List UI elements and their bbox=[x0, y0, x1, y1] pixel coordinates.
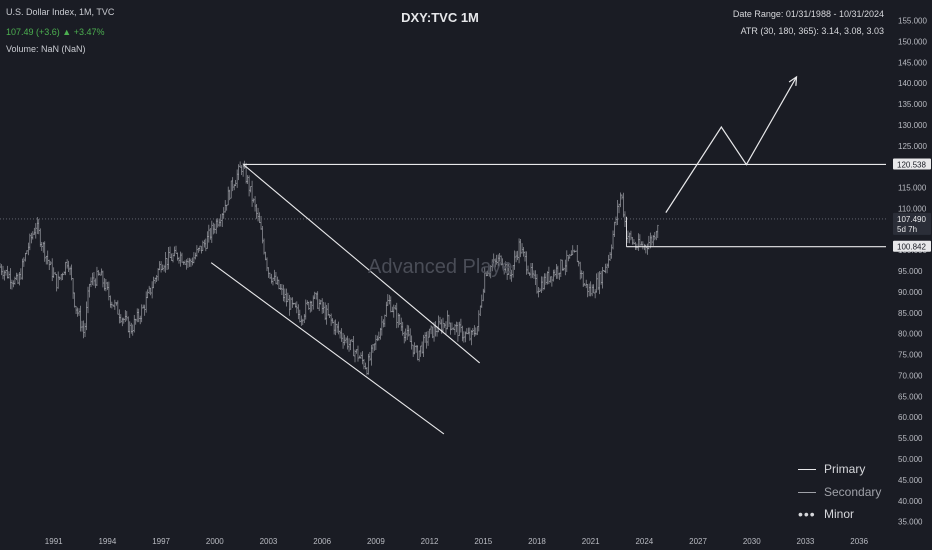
price-series bbox=[0, 160, 659, 376]
projection-path bbox=[665, 76, 798, 213]
legend-primary: Primary bbox=[798, 462, 865, 476]
atr-label: ATR (30, 180, 365): 3.14, 3.08, 3.03 bbox=[740, 26, 884, 36]
y-tick-label: 155.000 bbox=[898, 17, 927, 26]
last-price-label-sub: 5d 7h bbox=[897, 225, 917, 234]
x-tick-label: 2036 bbox=[850, 537, 868, 546]
price-change-label: 107.49 (+3.6) ▲ +3.47% bbox=[6, 27, 105, 37]
x-tick-label: 2027 bbox=[689, 537, 707, 546]
price-axis[interactable]: 155.000 150.000 145.000 140.000 135.000 130.0… bbox=[893, 17, 931, 527]
y-tick-label: 135.000 bbox=[898, 100, 927, 109]
chart-title: DXY:TVC 1M bbox=[401, 10, 479, 25]
last-price-label-bg bbox=[893, 212, 931, 235]
primary-line-icon bbox=[798, 468, 816, 470]
y-tick-label: 40.000 bbox=[898, 497, 923, 506]
support-price-label-text: 100.842 bbox=[897, 243, 926, 252]
resistance-price-label-bg bbox=[893, 158, 931, 170]
y-tick-label: 75.000 bbox=[898, 351, 923, 360]
legend-secondary: Secondary bbox=[798, 485, 881, 499]
y-tick-label: 140.000 bbox=[898, 79, 927, 88]
last-price-label-text: 107.490 bbox=[897, 215, 926, 224]
y-tick-label: 125.000 bbox=[898, 142, 927, 151]
y-tick-label: 115.000 bbox=[898, 184, 927, 193]
dotted-line-icon: ••• bbox=[798, 506, 816, 522]
secondary-line-icon bbox=[798, 491, 816, 493]
y-tick-label: 80.000 bbox=[898, 330, 923, 339]
x-tick-label: 2003 bbox=[260, 537, 278, 546]
date-range-label: Date Range: 01/31/1988 - 10/31/2024 bbox=[732, 9, 884, 19]
support-price-label: 100.842 bbox=[893, 240, 931, 252]
legend-minor: ••• Minor bbox=[798, 507, 854, 521]
channel-lower-line bbox=[210, 262, 445, 435]
x-tick-label: 2024 bbox=[635, 537, 653, 546]
support-price-label-bg bbox=[893, 240, 931, 252]
x-tick-label: 2015 bbox=[474, 537, 492, 546]
x-tick-label: 1997 bbox=[152, 537, 170, 546]
x-tick-label: 2033 bbox=[797, 537, 815, 546]
legend-primary-label: Primary bbox=[824, 462, 866, 476]
y-tick-label: 130.000 bbox=[898, 121, 927, 130]
x-tick-label: 2012 bbox=[421, 537, 439, 546]
resistance-price-label: 120.538 bbox=[893, 158, 931, 170]
x-tick-label: 2006 bbox=[313, 537, 331, 546]
instrument-label: U.S. Dollar Index, 1M, TVC bbox=[6, 7, 115, 17]
y-tick-label: 95.000 bbox=[898, 267, 923, 276]
x-tick-label: 2030 bbox=[743, 537, 761, 546]
y-tick-label: 45.000 bbox=[898, 476, 923, 485]
volume-label: Volume: NaN (NaN) bbox=[6, 44, 86, 54]
projection-arrowhead bbox=[788, 75, 798, 86]
x-tick-label: 2018 bbox=[528, 537, 546, 546]
y-tick-label: 55.000 bbox=[898, 434, 923, 443]
y-tick-label: 70.000 bbox=[898, 371, 923, 380]
y-tick-label: 50.000 bbox=[898, 455, 923, 464]
watermark-text: Advanced Playe bbox=[368, 256, 513, 278]
legend-minor-label: Minor bbox=[824, 507, 855, 521]
resistance-price-label-text: 120.538 bbox=[897, 160, 926, 169]
y-tick-label: 145.000 bbox=[898, 58, 927, 67]
y-tick-label: 110.000 bbox=[898, 204, 927, 213]
channel-upper-line bbox=[243, 164, 481, 364]
y-tick-label: 65.000 bbox=[898, 392, 923, 401]
x-tick-label: 1994 bbox=[98, 537, 116, 546]
x-tick-label: 1991 bbox=[45, 537, 63, 546]
legend-secondary-label: Secondary bbox=[824, 485, 882, 499]
x-tick-label: 2021 bbox=[582, 537, 600, 546]
y-tick-label: 35.000 bbox=[898, 518, 923, 527]
time-axis[interactable]: 1991 1994 1997 2000 2003 2006 2009 2012 2015 2018… bbox=[45, 537, 869, 546]
y-tick-label: 85.000 bbox=[898, 309, 923, 318]
y-tick-label: 150.000 bbox=[898, 37, 927, 46]
drawings bbox=[0, 75, 886, 435]
x-tick-label: 2000 bbox=[206, 537, 224, 546]
y-tick-label: 60.000 bbox=[898, 413, 923, 422]
x-tick-label: 2009 bbox=[367, 537, 385, 546]
y-tick-label: 90.000 bbox=[898, 288, 923, 297]
